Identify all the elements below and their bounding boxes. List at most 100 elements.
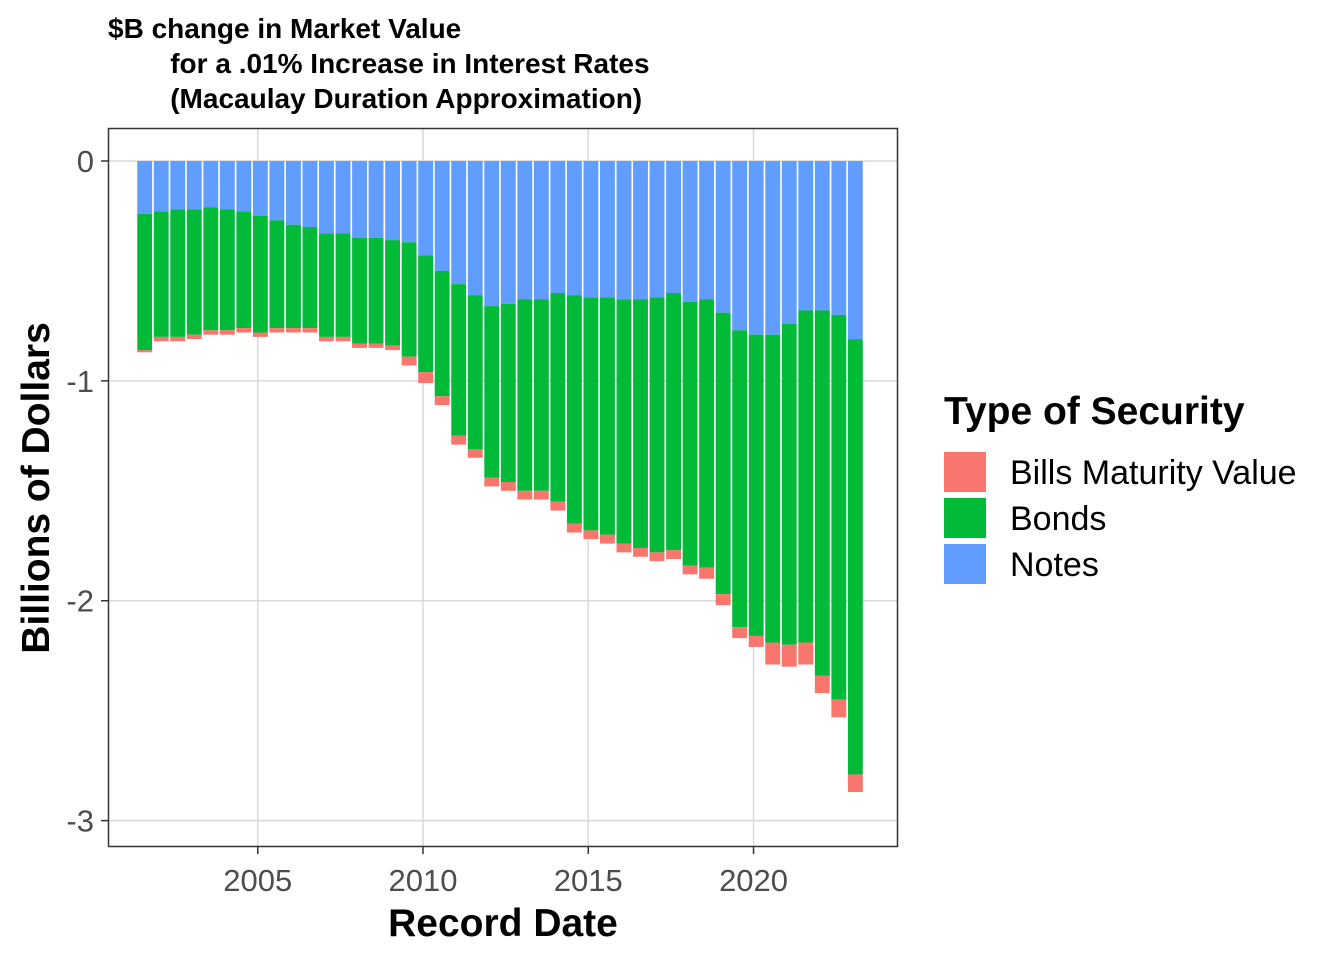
bar-notes — [368, 160, 384, 238]
bar-notes — [302, 160, 318, 227]
bar-notes — [319, 160, 334, 234]
bar-bills-maturity-value — [715, 594, 731, 606]
bar-notes — [517, 160, 533, 300]
bar-notes — [699, 160, 715, 300]
bar-bonds — [732, 330, 748, 628]
bar-bonds — [170, 209, 186, 337]
bar-notes — [153, 160, 169, 212]
bar-bills-maturity-value — [533, 490, 549, 500]
bar-notes — [385, 160, 401, 241]
x-axis-ticks: 2005 2010 2015 2020 — [223, 847, 788, 898]
y-tick-label: 0 — [77, 144, 94, 179]
bar-notes — [583, 160, 599, 298]
bar-bills-maturity-value — [153, 336, 169, 342]
bar-bonds — [418, 255, 434, 373]
bar-bills-maturity-value — [847, 774, 863, 793]
bar-bills-maturity-value — [269, 328, 285, 333]
bar-bonds — [269, 220, 285, 329]
bar-bills-maturity-value — [798, 642, 814, 665]
bar-notes — [170, 160, 186, 210]
bar-notes — [798, 160, 814, 311]
bar-bonds — [368, 237, 384, 344]
bar-notes — [814, 160, 830, 311]
bar-bills-maturity-value — [550, 501, 566, 511]
bar-bills-maturity-value — [765, 642, 781, 665]
bar-bills-maturity-value — [418, 372, 434, 384]
bar-notes — [137, 160, 153, 214]
bar-bills-maturity-value — [732, 627, 748, 639]
bar-bills-maturity-value — [319, 336, 334, 342]
bar-bonds — [484, 306, 500, 478]
bar-notes — [203, 160, 219, 208]
bar-bills-maturity-value — [385, 345, 401, 351]
bar-bonds — [401, 242, 417, 357]
bar-notes — [765, 160, 781, 335]
bar-bonds — [616, 299, 632, 544]
bar-bonds — [319, 233, 334, 337]
y-axis-title: Billions of Dollars — [15, 322, 58, 654]
bar-bonds — [814, 310, 830, 676]
bar-bills-maturity-value — [368, 343, 384, 348]
bar-notes — [600, 160, 615, 298]
bar-bonds — [765, 334, 781, 643]
bar-bills-maturity-value — [831, 699, 847, 718]
legend-swatch — [944, 544, 986, 584]
y-axis-ticks: 0 -1 -2 -3 — [66, 144, 108, 839]
chart-title: $B change in Market Value for a .01% Inc… — [108, 13, 650, 114]
bar-bills-maturity-value — [451, 435, 467, 445]
bar-bills-maturity-value — [302, 328, 318, 333]
bar-bills-maturity-value — [352, 343, 367, 348]
y-tick-label: -1 — [66, 364, 94, 399]
bar-notes — [236, 160, 252, 212]
bar-notes — [566, 160, 582, 296]
bar-bills-maturity-value — [781, 644, 797, 667]
bar-bonds — [153, 211, 169, 337]
legend-swatch — [944, 498, 986, 538]
bars — [137, 160, 863, 793]
bar-bonds — [219, 209, 235, 331]
y-tick-label: -2 — [66, 584, 94, 619]
bar-bonds — [649, 297, 665, 553]
plot-panel-border — [107, 127, 899, 848]
bar-bills-maturity-value — [203, 330, 219, 335]
legend-label: Notes — [1010, 546, 1099, 584]
legend-swatch — [944, 452, 986, 492]
bar-bonds — [186, 209, 202, 335]
bar-bills-maturity-value — [401, 356, 417, 366]
chart-title-line: (Macaulay Duration Approximation) — [108, 83, 642, 114]
legend-title: Type of Security — [944, 390, 1245, 433]
bar-notes — [616, 160, 632, 300]
bar-notes — [286, 160, 301, 225]
bar-notes — [732, 160, 748, 331]
bar-bills-maturity-value — [583, 530, 599, 540]
x-tick-label: 2015 — [554, 863, 623, 898]
bar-bonds — [385, 240, 401, 346]
bar-notes — [715, 160, 731, 313]
bar-notes — [186, 160, 202, 210]
bar-notes — [649, 160, 665, 298]
bar-bills-maturity-value — [219, 330, 235, 335]
bar-notes — [831, 160, 847, 315]
bar-bills-maturity-value — [748, 635, 764, 647]
bar-bills-maturity-value — [600, 534, 615, 544]
chart-title-line: for a .01% Increase in Interest Rates — [108, 48, 650, 79]
bar-notes — [434, 160, 450, 271]
bar-bonds — [633, 299, 648, 548]
bar-notes — [352, 160, 367, 238]
bar-bonds — [352, 237, 367, 344]
bar-bonds — [137, 213, 153, 351]
bar-notes — [781, 160, 797, 324]
bar-bills-maturity-value — [616, 543, 632, 553]
bar-bonds — [847, 339, 863, 775]
bar-bills-maturity-value — [699, 567, 715, 579]
bar-bonds — [666, 292, 681, 551]
bar-bills-maturity-value — [335, 336, 351, 342]
bar-notes — [451, 160, 467, 285]
bar-bonds — [434, 270, 450, 397]
x-tick-label: 2005 — [223, 863, 292, 898]
bar-bonds — [682, 301, 698, 566]
bar-bonds — [533, 299, 549, 491]
bar-notes — [533, 160, 549, 300]
bar-bills-maturity-value — [633, 547, 648, 557]
